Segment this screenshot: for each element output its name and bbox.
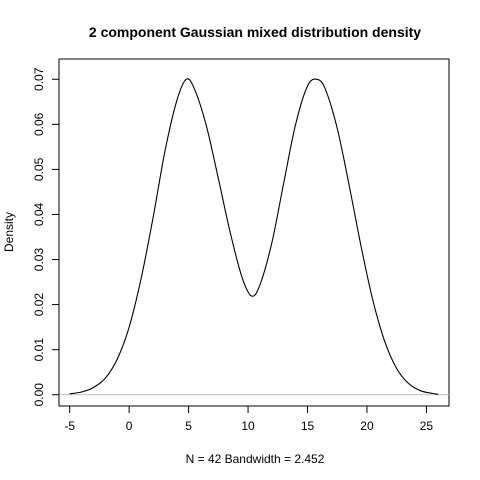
y-tick-label: 0.05: [32, 157, 46, 181]
x-tick-label: -5: [64, 419, 75, 433]
y-tick-label: 0.01: [32, 338, 46, 362]
y-axis: 0.00 0.01 0.02 0.03 0.04 0.05 0.06 0.07: [32, 67, 60, 407]
chart-title: 2 component Gaussian mixed distribution …: [89, 24, 421, 40]
y-tick-label: 0.06: [32, 112, 46, 136]
density-curve-line: [69, 78, 439, 395]
y-tick-label: 0.04: [32, 202, 46, 226]
x-tick-label: 5: [185, 419, 192, 433]
plot-frame: [58, 58, 450, 407]
y-tick-label: 0.07: [32, 67, 46, 91]
x-tick-label: 15: [301, 419, 315, 433]
y-tick-label: 0.03: [32, 248, 46, 272]
y-tick-label: 0.00: [32, 383, 46, 407]
x-tick-label: 25: [420, 419, 434, 433]
y-axis-label: Density: [2, 212, 16, 252]
y-tick-label: 0.02: [32, 293, 46, 317]
x-axis-label: N = 42 Bandwidth = 2.452: [186, 452, 325, 466]
plot-marks: [59, 78, 449, 396]
x-axis: -5 0 5 10 15 20 25: [64, 405, 434, 433]
x-tick-label: 20: [360, 419, 374, 433]
x-tick-label: 0: [126, 419, 133, 433]
x-tick-label: 10: [241, 419, 255, 433]
